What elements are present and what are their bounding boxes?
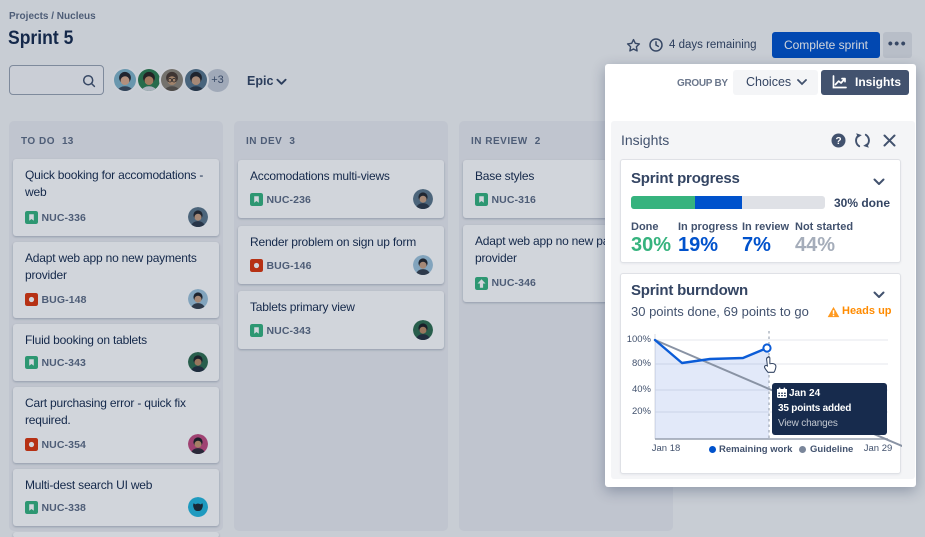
svg-text:?: ? [835,136,841,147]
